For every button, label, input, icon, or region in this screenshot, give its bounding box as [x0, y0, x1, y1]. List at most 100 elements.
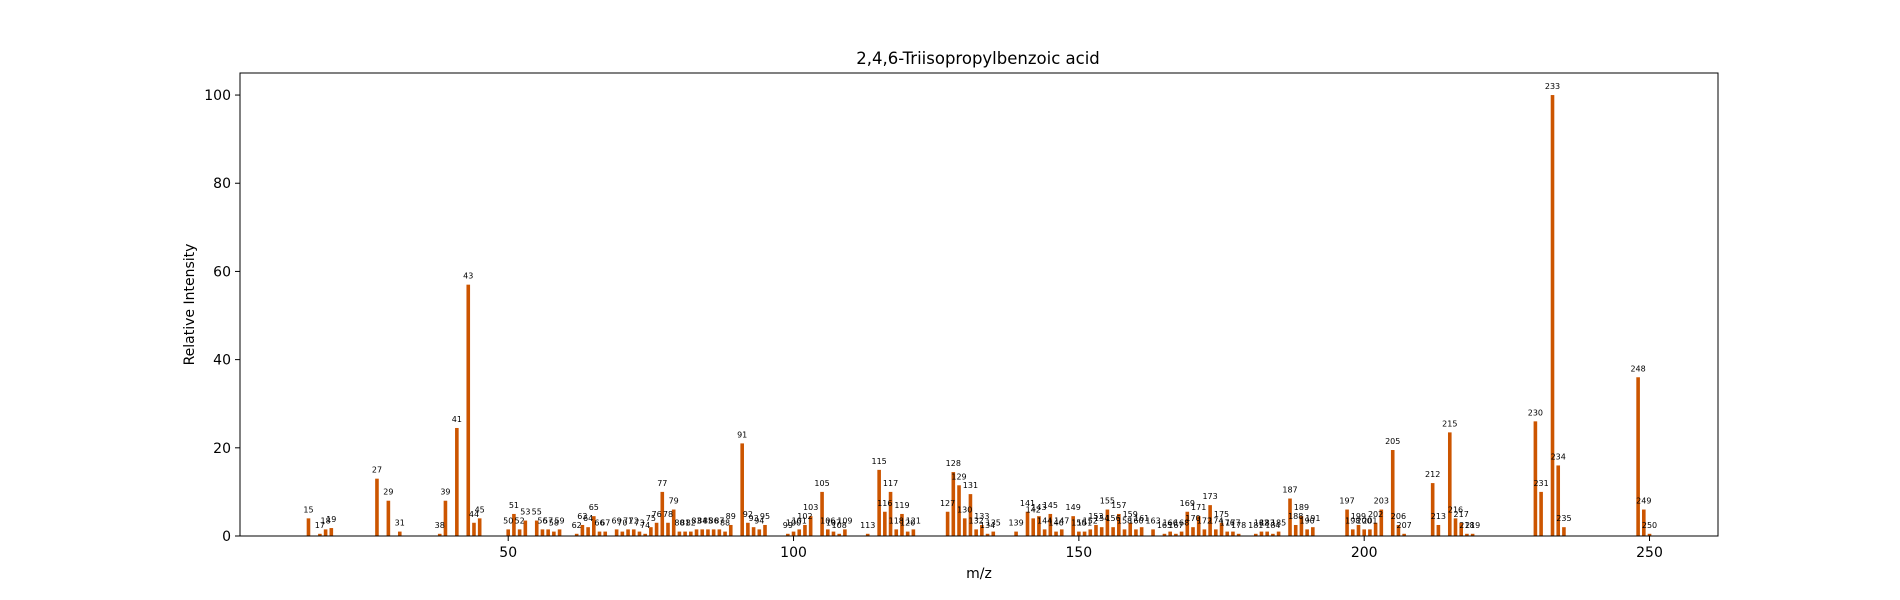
bar-mz-18	[323, 529, 328, 536]
bar-mz-235	[1562, 527, 1566, 536]
data-label-mz-119: 119	[894, 501, 909, 510]
data-label-mz-151: 151	[1077, 519, 1092, 528]
x-tick-label-100: 100	[780, 545, 807, 561]
data-label-mz-131: 131	[963, 481, 978, 490]
data-label-mz-103: 103	[803, 503, 818, 512]
bar-mz-184	[1271, 533, 1275, 536]
data-label-mz-149: 149	[1066, 503, 1081, 512]
data-label-mz-175: 175	[1214, 510, 1229, 519]
bar-mz-93	[751, 527, 756, 536]
data-label-mz-92: 92	[743, 510, 753, 519]
bar-mz-74	[643, 533, 647, 536]
data-label-mz-132: 132	[969, 516, 984, 525]
data-label-mz-141: 141	[1020, 499, 1035, 508]
data-label-mz-233: 233	[1545, 82, 1560, 91]
data-label-mz-197: 197	[1339, 497, 1354, 506]
bar-mz-109	[843, 529, 847, 536]
data-label-mz-205: 205	[1385, 437, 1400, 446]
bar-mz-113	[865, 533, 870, 536]
data-label-mz-129: 129	[951, 472, 966, 481]
bar-mz-133	[980, 524, 984, 536]
plot-frame	[239, 72, 1719, 537]
bar-mz-217	[1459, 522, 1463, 536]
bar-mz-106	[825, 529, 830, 536]
bar-mz-64	[586, 527, 590, 536]
bar-mz-178	[1236, 533, 1241, 536]
bar-mz-152	[1088, 529, 1093, 536]
data-label-mz-200: 200	[1357, 516, 1372, 525]
data-label-mz-133: 133	[974, 512, 989, 521]
bar-mz-27	[375, 478, 379, 536]
y-tick-label-60: 60	[213, 264, 231, 280]
bar-mz-151	[1082, 531, 1087, 536]
bar-mz-108	[837, 533, 841, 536]
data-label-mz-183: 183	[1260, 519, 1275, 528]
data-label-mz-67: 67	[600, 519, 610, 528]
data-label-mz-163: 163	[1145, 516, 1160, 525]
bar-mz-79	[671, 509, 676, 536]
bar-mz-91	[740, 443, 744, 536]
bar-mz-207	[1402, 533, 1406, 536]
bar-mz-197	[1345, 509, 1349, 536]
data-label-mz-93: 93	[748, 514, 758, 523]
data-label-mz-70: 70	[617, 519, 627, 528]
y-tick-label-100: 100	[204, 88, 231, 104]
bar-mz-92	[746, 522, 750, 536]
data-label-mz-71: 71	[623, 516, 633, 525]
y-tick-label-0: 0	[222, 529, 231, 545]
data-label-mz-249: 249	[1636, 497, 1651, 506]
bar-mz-58	[552, 531, 556, 536]
data-label-mz-128: 128	[946, 459, 961, 468]
bars-layer	[306, 95, 1652, 537]
data-label-mz-212: 212	[1425, 470, 1440, 479]
bar-mz-78	[666, 522, 670, 536]
bar-mz-144	[1042, 529, 1047, 536]
bar-mz-233	[1550, 95, 1555, 537]
data-label-mz-73: 73	[634, 519, 644, 528]
data-label-mz-116: 116	[877, 499, 892, 508]
data-label-mz-72: 72	[629, 516, 639, 525]
chart-title: 2,4,6-Triisopropylbenzoic acid	[856, 49, 1100, 68]
bar-mz-130	[962, 518, 967, 536]
data-label-mz-139: 139	[1008, 519, 1023, 528]
bar-mz-117	[888, 491, 893, 536]
bar-mz-53	[523, 520, 528, 536]
data-label-mz-234: 234	[1551, 452, 1566, 461]
data-label-mz-203: 203	[1374, 497, 1389, 506]
data-label-mz-88: 88	[720, 519, 730, 528]
data-label-mz-147: 147	[1054, 516, 1069, 525]
data-label-mz-63: 63	[577, 512, 587, 521]
data-label-mz-201: 201	[1362, 516, 1377, 525]
data-label-mz-146: 146	[1048, 519, 1063, 528]
data-label-mz-190: 190	[1299, 516, 1314, 525]
data-label-mz-150: 150	[1071, 519, 1086, 528]
data-label-mz-29: 29	[383, 488, 393, 497]
data-label-mz-152: 152	[1083, 516, 1098, 525]
bar-mz-230	[1533, 421, 1538, 536]
data-label-mz-173: 173	[1202, 492, 1217, 501]
bar-mz-62	[574, 533, 579, 536]
data-label-mz-156: 156	[1105, 514, 1120, 523]
bar-mz-167	[1174, 533, 1178, 536]
bar-mz-206	[1396, 524, 1401, 536]
bar-mz-212	[1430, 483, 1435, 536]
data-label-mz-170: 170	[1185, 514, 1200, 523]
bar-mz-157	[1117, 513, 1121, 536]
data-label-mz-134: 134	[980, 521, 995, 530]
bar-mz-118	[894, 529, 899, 536]
bar-mz-95	[763, 524, 767, 536]
bar-mz-189	[1299, 516, 1304, 536]
y-axis: 0 20 40 60 80 100	[204, 88, 240, 545]
data-label-mz-121: 121	[906, 516, 921, 525]
data-label-mz-84: 84	[697, 516, 707, 525]
bar-mz-45	[477, 518, 482, 536]
data-label-mz-184: 184	[1265, 521, 1280, 530]
bar-mz-169	[1185, 511, 1190, 536]
bar-mz-89	[728, 524, 733, 536]
bar-mz-102	[803, 524, 807, 536]
data-label-mz-78: 78	[663, 510, 673, 519]
bar-mz-86	[711, 529, 716, 536]
data-label-mz-27: 27	[372, 466, 382, 475]
data-label-mz-157: 157	[1111, 501, 1126, 510]
bar-mz-185	[1276, 531, 1281, 536]
